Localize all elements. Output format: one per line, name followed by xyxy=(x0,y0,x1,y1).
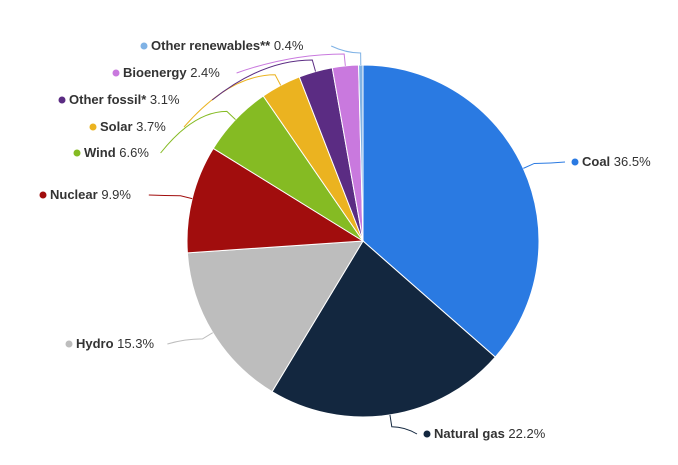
pie-slices xyxy=(186,64,540,418)
label-marker xyxy=(39,191,47,199)
connector-coal xyxy=(523,161,566,169)
connector-other-renewables xyxy=(330,45,362,66)
data-label-other-renewables: Other renewables** 0.4% xyxy=(140,38,304,53)
label-connectors xyxy=(148,45,566,435)
label-value: 0.4% xyxy=(270,38,304,53)
data-label-solar: Solar 3.7% xyxy=(89,119,166,134)
label-marker xyxy=(65,340,73,348)
data-label-text: Other renewables** 0.4% xyxy=(151,38,304,53)
data-label-other-fossil: Other fossil* 3.1% xyxy=(58,92,180,107)
label-marker xyxy=(89,123,97,131)
label-name: Solar xyxy=(100,119,133,134)
slice-hydro xyxy=(186,240,364,393)
label-name: Wind xyxy=(84,145,116,160)
label-value: 36.5% xyxy=(610,154,651,169)
connector-natural-gas xyxy=(389,414,418,435)
connector-wind xyxy=(160,110,236,154)
label-name: Other renewables** xyxy=(151,38,271,53)
label-value: 3.7% xyxy=(133,119,167,134)
data-label-natural-gas: Natural gas 22.2% xyxy=(423,426,546,441)
data-label-text: Nuclear 9.9% xyxy=(50,187,131,202)
label-name: Other fossil* xyxy=(69,92,147,107)
connector-hydro xyxy=(167,332,214,345)
label-name: Hydro xyxy=(76,336,114,351)
label-marker xyxy=(73,149,81,157)
label-marker xyxy=(112,69,120,77)
data-label-coal: Coal 36.5% xyxy=(571,154,651,169)
data-label-text: Other fossil* 3.1% xyxy=(69,92,180,107)
label-name: Bioenergy xyxy=(123,65,187,80)
connector-solar xyxy=(183,74,282,128)
data-label-text: Hydro 15.3% xyxy=(76,336,154,351)
label-value: 3.1% xyxy=(146,92,180,107)
label-name: Coal xyxy=(582,154,610,169)
data-labels: Coal 36.5% Natural gas 22.2% Hydro 15.3% Nu… xyxy=(39,38,651,441)
label-name: Nuclear xyxy=(50,187,98,202)
slice-coal xyxy=(362,64,540,358)
data-label-text: Coal 36.5% xyxy=(582,154,651,169)
label-value: 15.3% xyxy=(114,336,155,351)
label-marker xyxy=(58,96,66,104)
connector-nuclear xyxy=(148,194,193,200)
slice-nuclear xyxy=(186,147,365,254)
data-label-text: Wind 6.6% xyxy=(84,145,149,160)
data-label-text: Bioenergy 2.4% xyxy=(123,65,220,80)
data-label-bioenergy: Bioenergy 2.4% xyxy=(112,65,220,80)
data-label-nuclear: Nuclear 9.9% xyxy=(39,187,131,202)
connector-other-fossil xyxy=(211,59,317,101)
label-value: 9.9% xyxy=(98,187,132,202)
label-marker xyxy=(140,42,148,50)
slice-other-renewables xyxy=(358,64,364,242)
slice-natural-gas xyxy=(271,240,496,418)
label-name: Natural gas xyxy=(434,426,505,441)
label-marker xyxy=(423,430,431,438)
label-value: 6.6% xyxy=(116,145,150,160)
data-label-text: Natural gas 22.2% xyxy=(434,426,546,441)
data-label-wind: Wind 6.6% xyxy=(73,145,149,160)
connector-bioenergy xyxy=(236,53,346,74)
data-label-hydro: Hydro 15.3% xyxy=(65,336,154,351)
label-value: 22.2% xyxy=(505,426,546,441)
data-label-text: Solar 3.7% xyxy=(100,119,166,134)
label-value: 2.4% xyxy=(187,65,221,80)
label-marker xyxy=(571,158,579,166)
